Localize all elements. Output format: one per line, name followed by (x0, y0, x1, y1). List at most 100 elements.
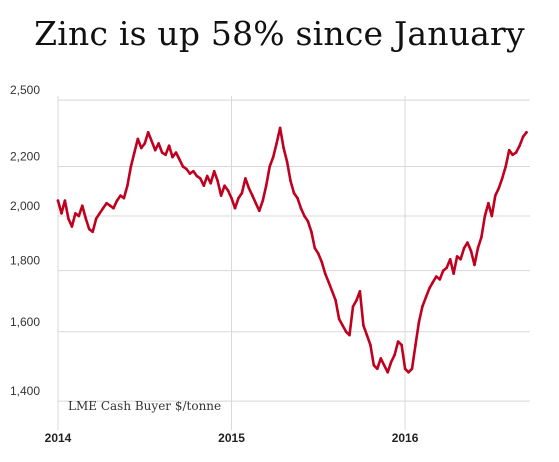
units-annotation: LME Cash Buyer $/tonne (68, 399, 221, 413)
data-point (504, 165, 508, 168)
data-point (119, 194, 122, 197)
data-point (518, 144, 521, 147)
data-point (178, 158, 181, 161)
data-point (192, 169, 195, 173)
y-tick-label: 2,200 (10, 149, 40, 163)
data-point (466, 241, 469, 244)
data-point (459, 258, 462, 261)
x-axis-tick-labels: 2014 2015 2016 (45, 431, 419, 445)
data-point (327, 281, 331, 284)
data-point (67, 217, 70, 220)
data-point (455, 255, 459, 258)
data-point (323, 272, 327, 275)
data-point (94, 217, 98, 220)
data-point (74, 212, 77, 215)
data-point (382, 364, 386, 367)
data-point (129, 165, 133, 168)
data-point (209, 182, 212, 185)
data-point (77, 214, 81, 218)
data-point (344, 330, 348, 334)
data-point (150, 139, 153, 143)
data-point (403, 367, 407, 371)
data-point (351, 305, 355, 308)
data-point (379, 357, 383, 360)
data-point (376, 367, 379, 371)
data-point (87, 227, 91, 231)
data-point (490, 214, 494, 218)
data-point (483, 214, 487, 218)
data-point (56, 199, 60, 202)
data-point (317, 252, 320, 255)
data-point (108, 204, 112, 207)
data-point (431, 281, 435, 284)
data-point (480, 235, 483, 239)
data-point (81, 204, 84, 207)
data-point (410, 367, 414, 371)
data-point (185, 167, 188, 171)
data-point (60, 212, 63, 215)
data-point (254, 201, 258, 205)
data-point (174, 151, 178, 154)
data-point (157, 142, 160, 145)
data-point (348, 333, 351, 337)
chart-title: Zinc is up 58% since January (34, 14, 525, 53)
data-point (237, 196, 240, 200)
data-point (355, 299, 358, 302)
data-point (313, 246, 317, 250)
data-point (341, 324, 344, 327)
data-point (386, 371, 390, 374)
data-point (511, 153, 514, 157)
data-point (122, 196, 126, 200)
data-point (330, 290, 334, 293)
data-point (261, 199, 265, 202)
data-point (393, 353, 396, 357)
data-point (140, 146, 143, 150)
y-tick-label: 1,800 (10, 254, 40, 268)
data-point (98, 212, 101, 215)
data-point (500, 177, 504, 180)
data-point (264, 184, 268, 187)
data-point (153, 148, 157, 152)
data-point (462, 246, 466, 250)
data-point (216, 179, 219, 183)
data-point (164, 153, 167, 157)
data-point (310, 230, 313, 234)
data-point (306, 219, 310, 223)
data-point (438, 278, 442, 281)
data-point (112, 206, 115, 210)
data-point (365, 333, 369, 337)
y-tick-label: 1,400 (10, 384, 40, 398)
data-point (494, 194, 497, 197)
data-point (369, 343, 372, 347)
data-point (362, 324, 365, 327)
data-point (452, 272, 455, 275)
x-tick-label: 2015 (218, 431, 245, 445)
data-point (202, 184, 206, 187)
data-point (400, 343, 403, 347)
data-point (195, 174, 199, 178)
y-tick-label: 1,600 (10, 315, 40, 329)
data-point (421, 305, 424, 308)
data-point (389, 360, 393, 364)
data-point (285, 160, 289, 164)
data-point (289, 179, 292, 183)
y-tick-label: 2,500 (10, 83, 40, 97)
data-point (219, 194, 223, 197)
data-point (514, 151, 518, 154)
data-point (181, 165, 185, 168)
data-point (487, 201, 490, 205)
data-point (497, 186, 501, 190)
data-point (226, 189, 230, 192)
data-point (247, 186, 251, 190)
data-point (275, 142, 278, 145)
data-point (473, 263, 476, 267)
data-point (271, 155, 275, 159)
data-point (230, 196, 233, 200)
data-point (407, 371, 410, 374)
data-point (268, 165, 272, 168)
data-point (244, 177, 247, 180)
data-point (160, 151, 164, 154)
data-point (258, 209, 261, 213)
data-point (448, 258, 452, 261)
